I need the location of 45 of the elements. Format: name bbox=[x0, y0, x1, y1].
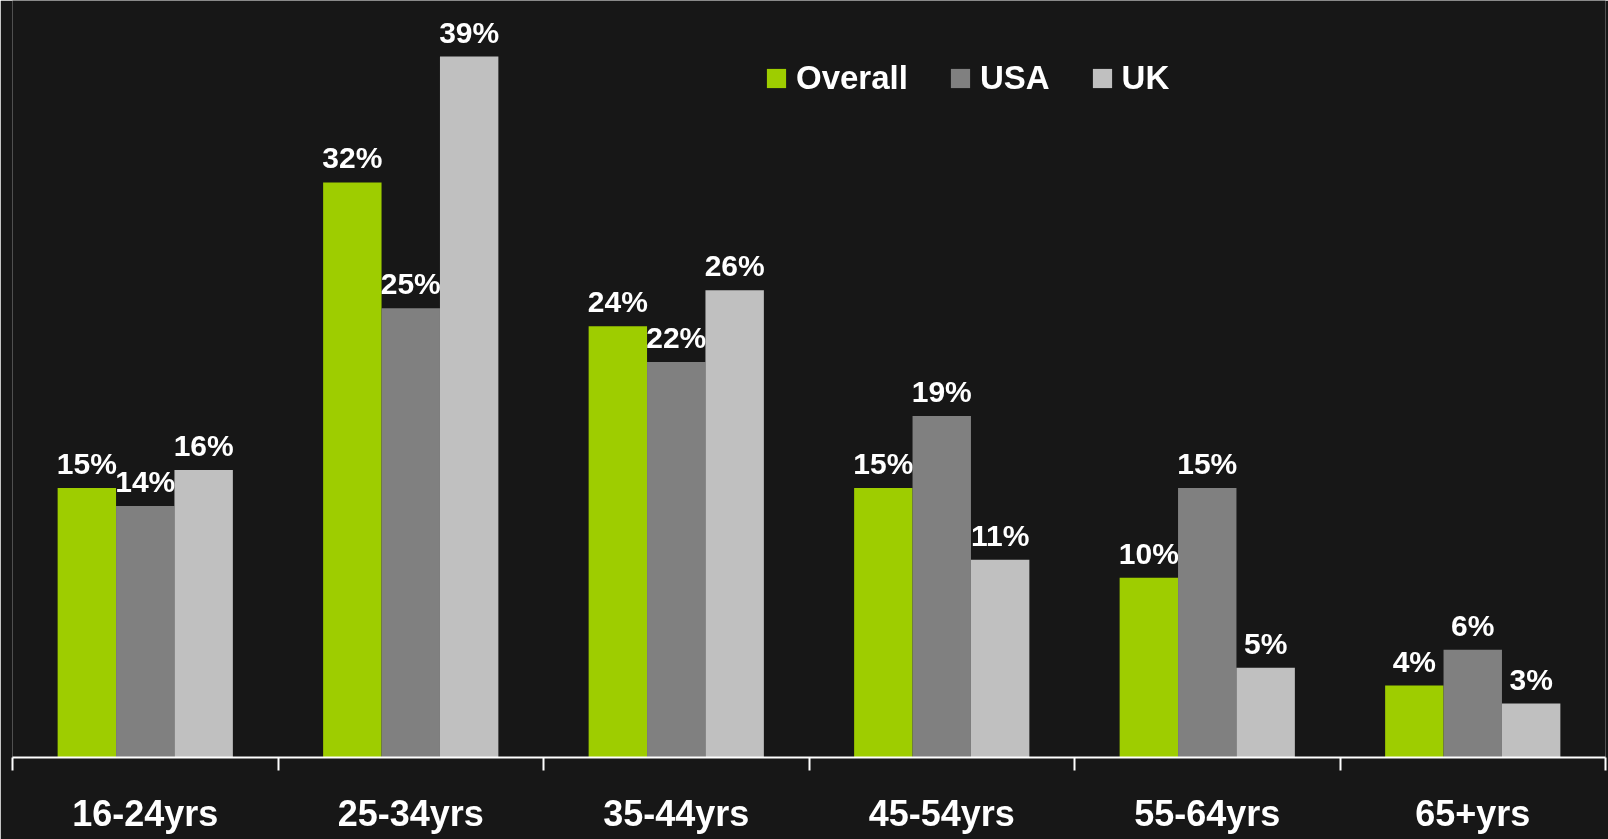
data-label: 25% bbox=[380, 267, 441, 301]
data-label: 11% bbox=[970, 518, 1030, 552]
data-label: 3% bbox=[1509, 662, 1553, 696]
bar bbox=[970, 559, 1030, 758]
bar bbox=[57, 487, 117, 758]
data-label: 26% bbox=[704, 249, 765, 283]
bar bbox=[1119, 577, 1179, 758]
bar bbox=[116, 505, 175, 758]
bar bbox=[439, 56, 499, 758]
data-label: 19% bbox=[911, 375, 972, 409]
legend-label: UK bbox=[1121, 59, 1170, 97]
x-tick-label: 45-54yrs bbox=[868, 792, 1015, 834]
bar bbox=[1178, 487, 1237, 758]
bar bbox=[323, 182, 382, 758]
bar bbox=[854, 487, 913, 758]
bar bbox=[1236, 667, 1295, 758]
data-label: 15% bbox=[1177, 446, 1238, 480]
bar bbox=[912, 416, 971, 758]
bar bbox=[588, 326, 648, 758]
x-tick-label: 25-34yrs bbox=[337, 792, 484, 834]
bar bbox=[1501, 703, 1561, 758]
data-label: 32% bbox=[322, 141, 383, 175]
bar bbox=[381, 308, 440, 758]
data-label: 4% bbox=[1392, 644, 1437, 678]
data-label: 14% bbox=[115, 464, 176, 498]
data-label: 16% bbox=[173, 428, 234, 462]
bar bbox=[705, 290, 764, 758]
legend-label: USA bbox=[979, 59, 1050, 97]
data-label: 6% bbox=[1451, 608, 1495, 642]
x-tick-label: 65+yrs bbox=[1415, 792, 1531, 834]
x-tick-label: 16-24yrs bbox=[72, 792, 219, 834]
data-label: 22% bbox=[646, 321, 707, 355]
data-label: 15% bbox=[853, 446, 914, 480]
bar bbox=[174, 469, 233, 758]
bar bbox=[1443, 649, 1502, 758]
data-label: 39% bbox=[439, 15, 500, 49]
data-label: 5% bbox=[1243, 626, 1288, 660]
legend-label: Overall bbox=[796, 59, 908, 97]
bar bbox=[1385, 685, 1444, 758]
x-tick-label: 55-64yrs bbox=[1134, 792, 1281, 834]
x-tick-label: 35-44yrs bbox=[603, 792, 750, 834]
data-label: 10% bbox=[1118, 536, 1179, 570]
data-label: 24% bbox=[587, 285, 648, 319]
bar bbox=[647, 362, 706, 758]
data-label: 15% bbox=[56, 446, 117, 480]
